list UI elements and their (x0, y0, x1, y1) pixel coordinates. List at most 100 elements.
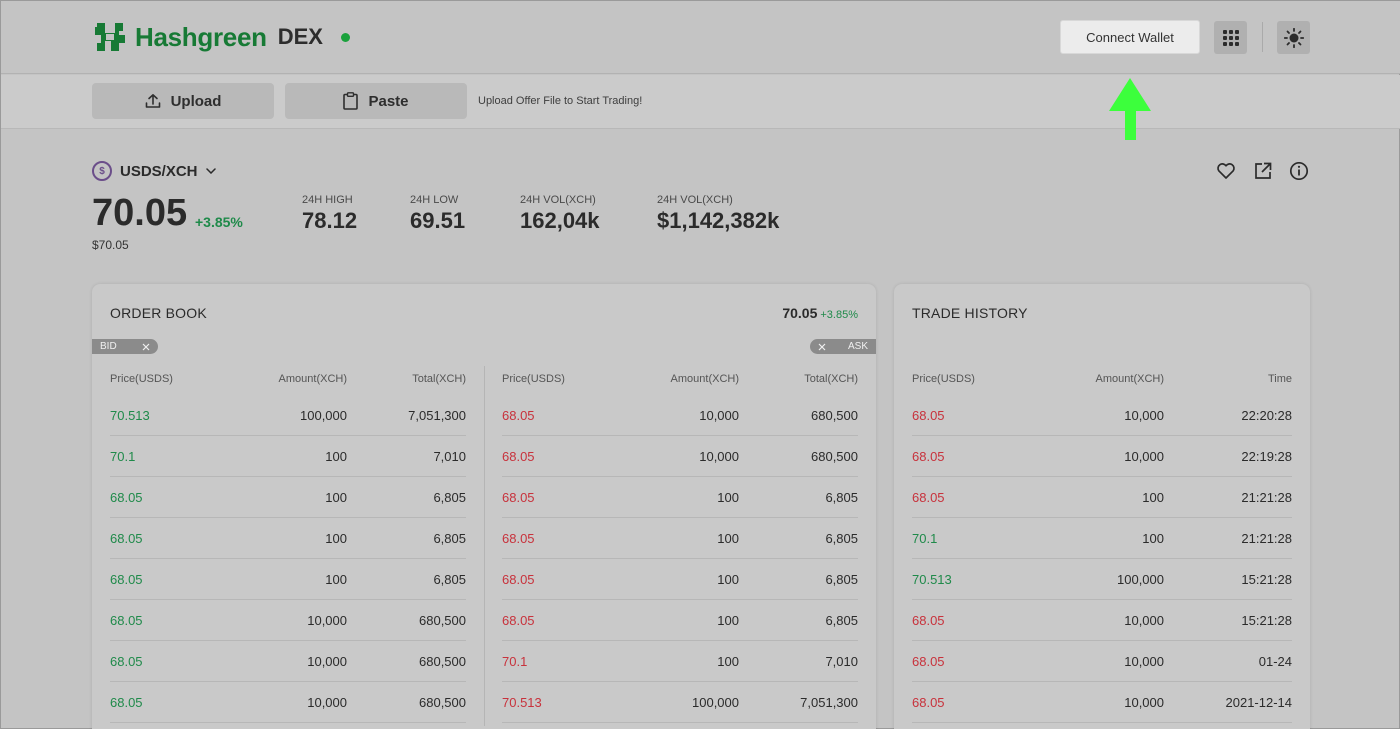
favorite-heart-icon[interactable] (1216, 161, 1236, 181)
trade-amount: 100,000 (1117, 572, 1164, 587)
order-row[interactable]: 70.1 100 7,010 (502, 641, 858, 682)
order-row[interactable]: 68.05 100 6,805 (502, 600, 858, 641)
trade-time: 22:20:28 (1241, 408, 1292, 423)
order-price: 68.05 (502, 613, 535, 628)
last-price: 70.05 (92, 192, 188, 234)
order-total: 6,805 (433, 490, 466, 505)
order-amount: 10,000 (699, 449, 739, 464)
order-row[interactable]: 70.513 100,000 7,051,300 (110, 395, 466, 436)
order-row[interactable]: 68.05 100 6,805 (502, 477, 858, 518)
order-price: 68.05 (502, 572, 535, 587)
order-price: 70.513 (110, 408, 150, 423)
trade-row: 70.1 100 21:21:28 (912, 518, 1292, 559)
stat-label: 24H VOL(XCH) (657, 194, 733, 206)
order-price: 68.05 (110, 654, 143, 669)
order-price: 68.05 (502, 490, 535, 505)
theme-toggle-button[interactable] (1277, 21, 1310, 54)
order-row[interactable]: 68.05 10,000 680,500 (110, 641, 466, 682)
order-price: 68.05 (502, 531, 535, 546)
stat-label: 24H HIGH (302, 194, 353, 206)
order-row[interactable]: 68.05 100 6,805 (502, 559, 858, 600)
stat-value: $1,142,382k (657, 208, 780, 233)
order-row[interactable]: 68.05 100 6,805 (502, 518, 858, 559)
order-row[interactable]: 68.05 10,000 680,500 (110, 682, 466, 723)
order-price: 68.05 (110, 572, 143, 587)
order-amount: 100 (717, 572, 739, 587)
order-book-price: 70.05 +3.85% (782, 305, 858, 321)
order-price: 70.1 (502, 654, 528, 669)
info-icon[interactable] (1289, 161, 1309, 181)
order-row[interactable]: 68.05 10,000 680,500 (110, 600, 466, 641)
ask-total-header: Total(XCH) (804, 373, 858, 385)
ask-filter-tag[interactable]: ASK (810, 339, 876, 354)
connect-wallet-button[interactable]: Connect Wallet (1060, 20, 1200, 54)
order-price: 68.05 (110, 531, 143, 546)
order-price: 70.513 (502, 695, 542, 710)
trade-row: 68.05 100 21:21:28 (912, 477, 1292, 518)
order-price: 68.05 (110, 695, 143, 710)
order-total: 7,051,300 (408, 408, 466, 423)
order-amount: 100,000 (300, 408, 347, 423)
network-status-dot (340, 32, 350, 42)
stat-24h-vol-xch: 24H VOL(XCH) 162,04k (520, 194, 600, 234)
order-row[interactable]: 68.05 100 6,805 (110, 518, 466, 559)
order-amount: 100 (717, 613, 739, 628)
order-total: 680,500 (419, 654, 466, 669)
external-link-icon[interactable] (1253, 161, 1273, 181)
order-total: 6,805 (825, 531, 858, 546)
top-header: Hashgreen DEX Connect Wallet (1, 1, 1400, 74)
order-total: 7,010 (825, 654, 858, 669)
order-amount: 10,000 (307, 654, 347, 669)
bid-price-header: Price(USDS) (110, 373, 173, 385)
order-amount: 10,000 (699, 408, 739, 423)
trade-amount: 100 (1142, 531, 1164, 546)
close-icon[interactable] (818, 343, 826, 351)
trade-amount: 10,000 (1124, 654, 1164, 669)
order-amount: 100,000 (692, 695, 739, 710)
theme-sun-icon (1283, 27, 1304, 48)
chevron-down-icon (205, 168, 216, 174)
order-row[interactable]: 70.513 100,000 7,051,300 (502, 682, 858, 723)
trade-row: 70.513 100,000 15:21:28 (912, 559, 1292, 600)
trade-history-title: TRADE HISTORY (912, 305, 1028, 321)
offer-toolbar: Upload Paste Upload Offer File to Start … (1, 75, 1400, 129)
usds-coin-icon: $ (92, 161, 112, 181)
close-icon[interactable] (142, 343, 150, 351)
brand-logo[interactable]: Hashgreen DEX (91, 19, 350, 55)
order-row[interactable]: 68.05 100 6,805 (110, 559, 466, 600)
trade-history-panel: TRADE HISTORY Price(USDS) Amount(XCH) Ti… (894, 284, 1310, 729)
order-total: 6,805 (433, 531, 466, 546)
order-row[interactable]: 70.1 100 7,010 (110, 436, 466, 477)
bid-total-header: Total(XCH) (412, 373, 466, 385)
trade-price-header: Price(USDS) (912, 373, 975, 385)
upload-button[interactable]: Upload (92, 83, 274, 119)
order-total: 6,805 (825, 490, 858, 505)
stat-label: 24H VOL(XCH) (520, 194, 596, 206)
order-amount: 100 (325, 449, 347, 464)
order-row[interactable]: 68.05 100 6,805 (110, 477, 466, 518)
stat-24h-vol-usd: 24H VOL(XCH) $1,142,382k (657, 194, 779, 234)
bid-amount-header: Amount(XCH) (278, 373, 347, 385)
order-row[interactable]: 68.05 10,000 680,500 (502, 436, 858, 477)
order-row[interactable]: 68.05 10,000 680,500 (502, 395, 858, 436)
upload-label: Upload (170, 92, 222, 110)
trade-price: 68.05 (912, 490, 945, 505)
pointer-arrow-icon (1109, 78, 1151, 140)
paste-button[interactable]: Paste (285, 83, 467, 119)
trade-price: 70.513 (912, 572, 952, 587)
order-total: 680,500 (419, 613, 466, 628)
order-amount: 10,000 (307, 613, 347, 628)
order-book-title: ORDER BOOK (110, 305, 207, 321)
pair-name: USDS/XCH (120, 162, 198, 180)
bid-filter-tag[interactable]: BID (92, 339, 158, 354)
order-amount: 100 (717, 531, 739, 546)
paste-label: Paste (368, 92, 409, 110)
order-price: 68.05 (110, 490, 143, 505)
apps-menu-button[interactable] (1214, 21, 1247, 54)
pair-selector[interactable]: $ USDS/XCH (92, 161, 216, 181)
ask-price-header: Price(USDS) (502, 373, 565, 385)
order-price: 68.05 (502, 408, 535, 423)
trade-price: 68.05 (912, 695, 945, 710)
order-book-divider (484, 366, 485, 726)
order-book-panel: ORDER BOOK 70.05 +3.85% BID ASK Price(USD… (92, 284, 876, 729)
